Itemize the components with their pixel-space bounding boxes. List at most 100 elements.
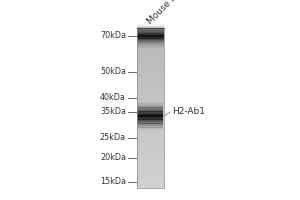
Bar	[136, 55, 164, 57]
Bar	[137, 102, 163, 103]
Bar	[136, 98, 164, 100]
Bar	[136, 108, 164, 110]
Bar	[137, 122, 163, 123]
Bar	[136, 122, 164, 124]
Bar	[136, 138, 164, 140]
Bar	[136, 43, 164, 44]
Bar	[136, 54, 164, 55]
Bar	[137, 109, 163, 110]
Bar	[137, 107, 163, 108]
Bar	[136, 166, 164, 167]
Text: 15kDa: 15kDa	[100, 178, 126, 186]
Bar	[136, 121, 164, 122]
Bar	[136, 74, 164, 76]
Bar	[137, 117, 163, 118]
Bar	[137, 124, 163, 125]
Bar	[136, 76, 164, 78]
Bar	[137, 105, 163, 106]
Bar	[136, 178, 164, 180]
Bar	[136, 95, 164, 97]
Bar	[136, 39, 164, 41]
Bar	[136, 156, 164, 158]
Bar	[136, 44, 164, 45]
Bar	[136, 92, 164, 94]
Bar	[136, 33, 164, 34]
Bar	[136, 66, 164, 68]
Bar	[137, 127, 163, 128]
Bar	[137, 123, 163, 124]
Bar	[136, 37, 164, 38]
Bar	[136, 84, 164, 86]
Bar	[136, 143, 164, 145]
Bar	[136, 31, 164, 33]
Bar	[137, 107, 163, 108]
Bar	[137, 118, 163, 119]
Bar	[137, 104, 163, 105]
Bar	[137, 114, 163, 115]
Bar	[136, 36, 164, 38]
Bar	[136, 180, 164, 182]
Bar	[136, 32, 164, 33]
Bar	[136, 33, 164, 34]
Bar	[136, 68, 164, 70]
Bar	[136, 38, 164, 39]
Bar	[136, 175, 164, 177]
Bar	[137, 127, 163, 128]
Text: 70kDa: 70kDa	[100, 31, 126, 40]
Text: 25kDa: 25kDa	[100, 134, 126, 142]
Bar	[136, 94, 164, 95]
Bar	[136, 82, 164, 84]
Bar	[137, 115, 163, 116]
Bar	[136, 52, 164, 54]
Bar	[136, 47, 164, 48]
Bar	[137, 103, 163, 104]
Bar	[136, 46, 164, 47]
Bar	[137, 115, 163, 116]
Bar	[136, 28, 164, 29]
Bar	[136, 63, 164, 65]
Bar	[136, 170, 164, 172]
Bar	[136, 46, 164, 47]
Bar	[136, 162, 164, 164]
Bar	[137, 116, 163, 117]
Bar	[136, 81, 164, 82]
Bar	[136, 145, 164, 146]
Bar	[136, 177, 164, 178]
Bar	[136, 58, 164, 60]
Bar	[136, 30, 164, 31]
Bar	[136, 31, 164, 32]
Bar	[136, 87, 164, 89]
Bar	[136, 116, 164, 118]
Bar	[136, 90, 164, 92]
Bar	[136, 97, 164, 98]
Bar	[136, 106, 164, 108]
Bar	[136, 158, 164, 159]
Bar	[136, 111, 164, 113]
Bar	[136, 132, 164, 134]
Bar	[136, 47, 164, 49]
Bar	[136, 28, 164, 30]
Bar	[136, 172, 164, 174]
Bar	[136, 50, 164, 52]
Text: 40kDa: 40kDa	[100, 94, 126, 102]
Bar	[136, 174, 164, 175]
Bar	[136, 182, 164, 183]
Bar	[136, 161, 164, 162]
Bar	[136, 60, 164, 62]
Bar	[137, 119, 163, 120]
Bar	[136, 118, 164, 119]
Bar	[137, 108, 163, 109]
Bar	[136, 41, 164, 42]
Bar	[137, 113, 163, 114]
Bar	[137, 121, 163, 122]
Bar	[136, 71, 164, 73]
Text: Mouse lung: Mouse lung	[146, 0, 189, 26]
Bar	[136, 185, 164, 186]
Bar	[136, 41, 164, 42]
Bar	[136, 49, 164, 50]
Bar	[136, 148, 164, 150]
Bar	[136, 25, 164, 26]
Bar	[136, 153, 164, 154]
Bar	[136, 36, 164, 37]
Bar	[136, 65, 164, 66]
